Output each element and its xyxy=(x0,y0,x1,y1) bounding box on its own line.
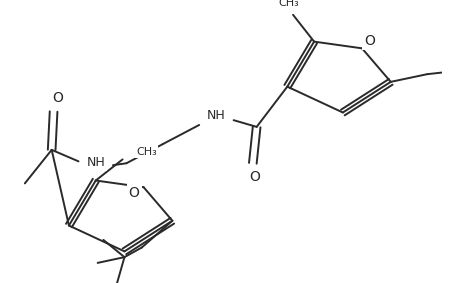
Text: NH: NH xyxy=(207,109,226,122)
Text: NH: NH xyxy=(86,156,105,169)
Text: O: O xyxy=(249,170,260,184)
Text: CH₃: CH₃ xyxy=(136,147,156,157)
Text: O: O xyxy=(129,186,139,200)
Text: CH₃: CH₃ xyxy=(278,0,299,8)
Text: O: O xyxy=(52,91,63,105)
Text: O: O xyxy=(364,34,374,48)
